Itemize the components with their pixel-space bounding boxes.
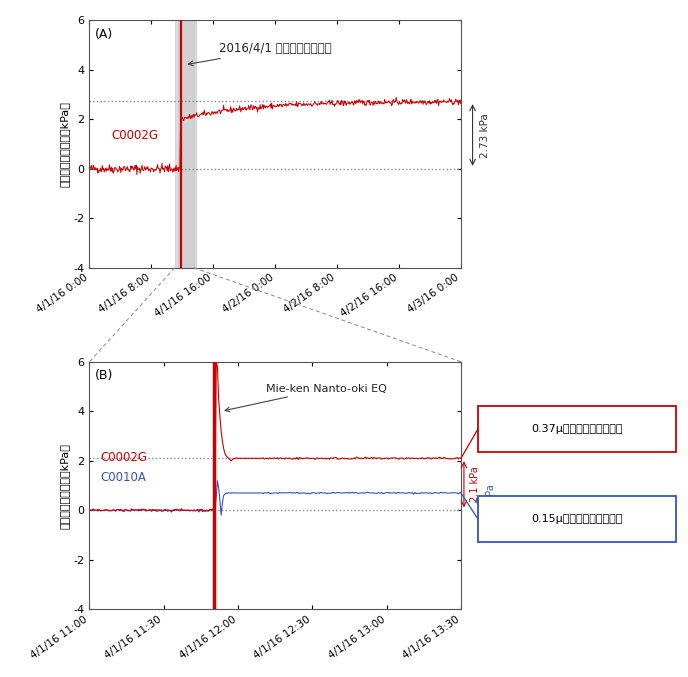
Text: (B): (B)	[95, 369, 114, 383]
Text: C0010A: C0010A	[100, 471, 147, 483]
Y-axis label: 孔内間隙水圧変化（kPa）: 孔内間隙水圧変化（kPa）	[59, 101, 69, 187]
Text: 0.15μの体積歪変化に相当: 0.15μの体積歪変化に相当	[531, 515, 623, 525]
Text: 2016/4/1 三重県南東沖地震: 2016/4/1 三重県南東沖地震	[189, 42, 332, 66]
Text: C0002G: C0002G	[111, 129, 159, 142]
Text: 2.1 kPa: 2.1 kPa	[470, 466, 480, 502]
Text: 0.37μの体積歪変化に相当: 0.37μの体積歪変化に相当	[531, 424, 623, 433]
Text: 0.7 kPa: 0.7 kPa	[486, 484, 496, 519]
Text: 2.73 kPa: 2.73 kPa	[480, 113, 491, 158]
Text: C0002G: C0002G	[100, 451, 148, 464]
Text: (A): (A)	[95, 28, 114, 41]
Text: Mie-ken Nanto-oki EQ: Mie-ken Nanto-oki EQ	[225, 384, 387, 412]
Bar	[175, 20, 194, 268]
Bar	[178, 20, 196, 268]
Y-axis label: 孔内間隙水圧変化（kPa）: 孔内間隙水圧変化（kPa）	[59, 443, 69, 529]
